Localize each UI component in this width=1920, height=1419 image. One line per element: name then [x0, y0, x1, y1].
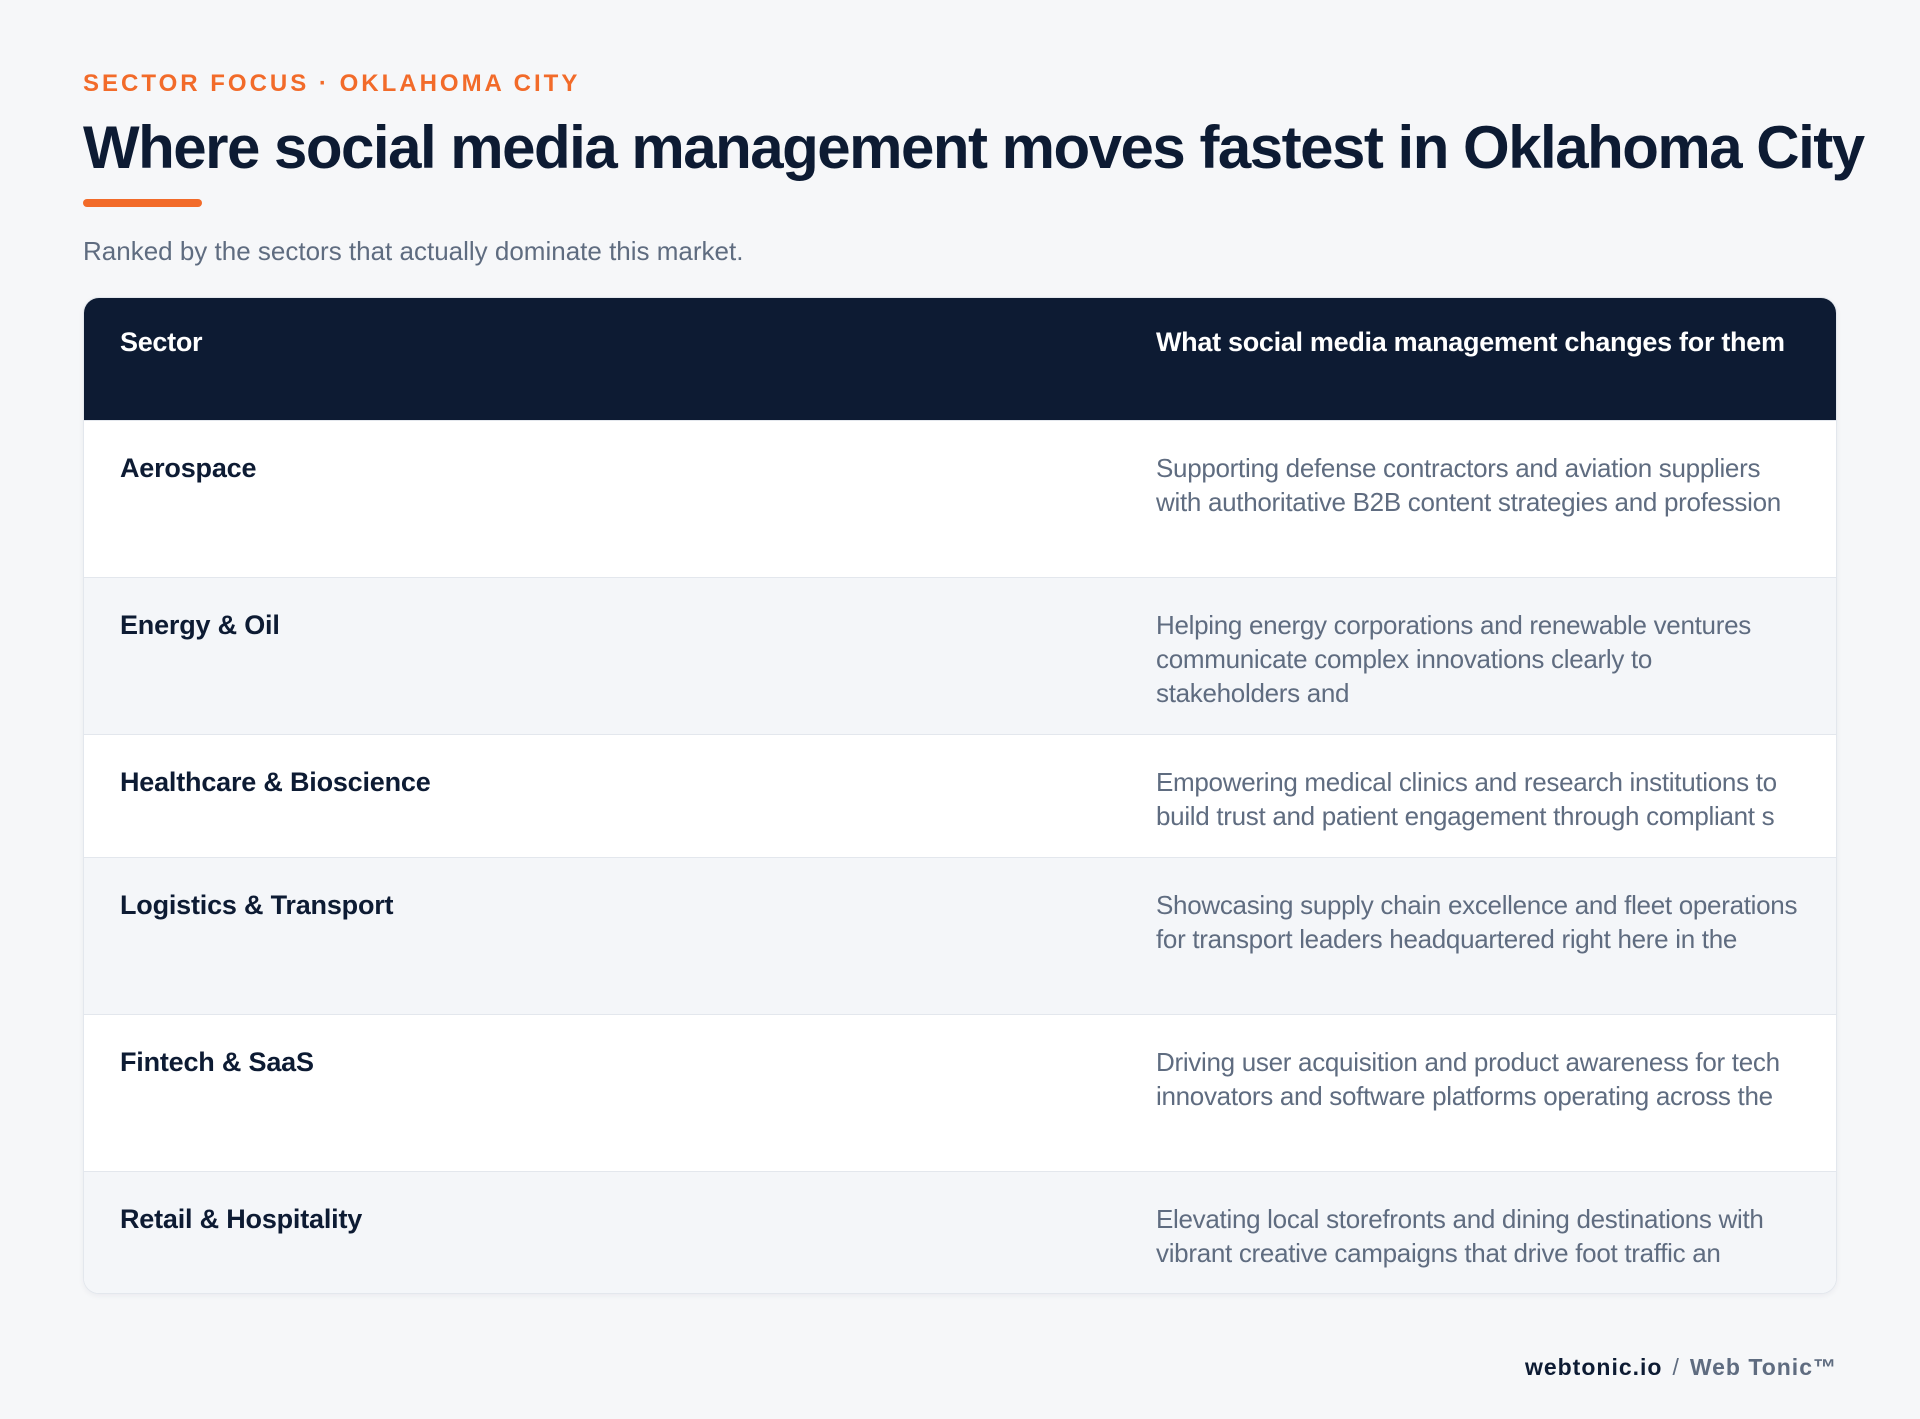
sector-name: Aerospace	[120, 453, 257, 483]
table-row: Fintech & SaaS Driving user acquisition …	[84, 1014, 1836, 1171]
footer-separator: /	[1672, 1354, 1680, 1380]
sector-description: Driving user acquisition and product awa…	[1156, 1047, 1780, 1111]
table-row: Energy & Oil Helping energy corporations…	[84, 577, 1836, 734]
table-header-row: Sector What social media management chan…	[84, 298, 1836, 420]
title-accent-bar	[83, 199, 202, 207]
page-subtitle: Ranked by the sectors that actually domi…	[83, 236, 744, 266]
eyebrow-label: SECTOR FOCUS · OKLAHOMA CITY	[83, 70, 581, 97]
sector-table: Sector What social media management chan…	[83, 297, 1837, 1294]
table-row: Healthcare & Bioscience Empowering medic…	[84, 734, 1836, 857]
sector-name: Healthcare & Bioscience	[120, 767, 431, 797]
column-header-changes: What social media management changes for…	[1156, 327, 1785, 357]
sector-name: Retail & Hospitality	[120, 1204, 363, 1234]
table-row: Retail & Hospitality Elevating local sto…	[84, 1171, 1836, 1293]
column-header-sector: Sector	[120, 327, 203, 357]
table-row: Aerospace Supporting defense contractors…	[84, 420, 1836, 577]
sector-description: Helping energy corporations and renewabl…	[1156, 610, 1751, 708]
footer-domain: webtonic.io	[1524, 1354, 1663, 1380]
sector-description: Elevating local storefronts and dining d…	[1156, 1204, 1764, 1268]
table-row: Logistics & Transport Showcasing supply …	[84, 857, 1836, 1014]
sector-name: Fintech & SaaS	[120, 1047, 314, 1077]
page-title: Where social media management moves fast…	[83, 114, 1865, 181]
sector-description: Empowering medical clinics and research …	[1156, 767, 1777, 831]
footer-brand: Web Tonic™	[1689, 1354, 1837, 1380]
footer-credit: webtonic.io / Web Tonic™	[1525, 1354, 1837, 1381]
sector-description: Showcasing supply chain excellence and f…	[1156, 890, 1798, 954]
sector-name: Energy & Oil	[120, 610, 280, 640]
sector-description: Supporting defense contractors and aviat…	[1156, 453, 1781, 517]
sector-name: Logistics & Transport	[120, 890, 394, 920]
